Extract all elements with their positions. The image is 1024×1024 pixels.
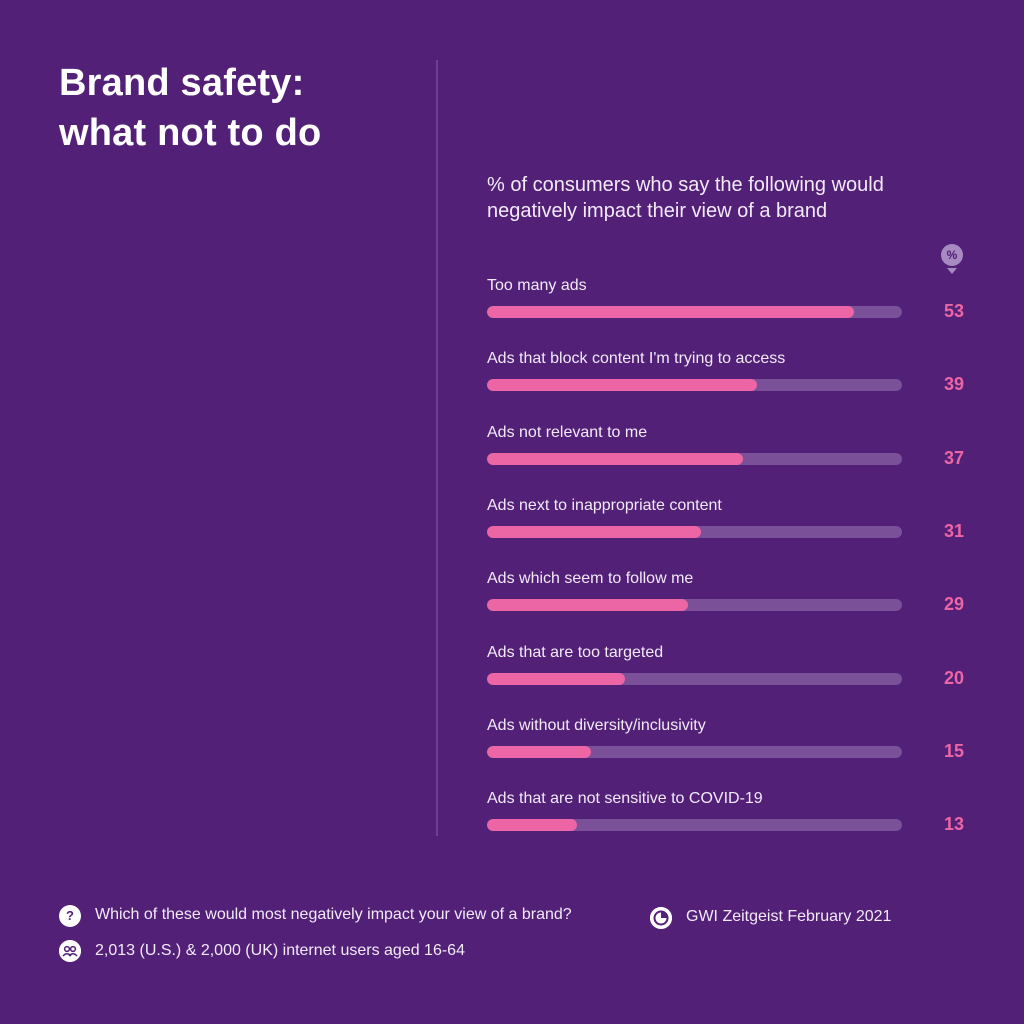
bar-value-label: 39 bbox=[943, 374, 964, 395]
bar bbox=[487, 525, 702, 538]
bar-track bbox=[487, 672, 902, 685]
chart-title: % of consumers who say the following wou… bbox=[487, 174, 884, 222]
bar-value-label: 15 bbox=[943, 740, 964, 761]
bar-track bbox=[487, 599, 902, 612]
percent-badge-caret bbox=[947, 268, 957, 274]
survey-question: Which of these would most negatively imp… bbox=[95, 906, 572, 923]
source-label: GWI Zeitgeist February 2021 bbox=[686, 908, 892, 925]
bar-value-label: 53 bbox=[943, 301, 964, 321]
bar-label: Ads that are not sensitive to COVID-19 bbox=[487, 790, 763, 808]
bar-track bbox=[487, 525, 902, 538]
bar-label: Ads that block content I'm trying to acc… bbox=[487, 350, 786, 368]
bar-label: Ads that are too targeted bbox=[487, 643, 664, 661]
people-icon bbox=[59, 940, 81, 962]
bar-value-label: 20 bbox=[943, 667, 964, 688]
bar bbox=[487, 306, 854, 318]
sample-description: 2,013 (U.S.) & 2,000 (UK) internet users… bbox=[95, 942, 465, 959]
bar-label: Ads which seem to follow me bbox=[487, 570, 694, 588]
gwi-logo-icon bbox=[650, 907, 672, 929]
bar-track bbox=[487, 745, 902, 758]
bar-value-label: 29 bbox=[943, 594, 964, 615]
bar bbox=[487, 819, 577, 832]
bar-track bbox=[487, 452, 902, 465]
bar-value-label: 13 bbox=[943, 814, 964, 835]
bar bbox=[487, 745, 591, 758]
bar-track bbox=[487, 306, 902, 318]
bar-value-label: 31 bbox=[943, 520, 964, 541]
question-icon: ? bbox=[59, 905, 81, 927]
bar bbox=[487, 672, 626, 685]
bar-track bbox=[487, 819, 902, 832]
page-title: Brand safety: what not to do bbox=[59, 58, 321, 158]
bar bbox=[487, 452, 743, 465]
bar bbox=[487, 379, 757, 392]
bar-value-label: 37 bbox=[943, 447, 964, 468]
percent-icon: % bbox=[941, 244, 963, 266]
bar bbox=[487, 599, 688, 612]
bar-label: Ads next to inappropriate content bbox=[487, 496, 722, 514]
bar-label: Ads without diversity/inclusivity bbox=[487, 716, 706, 734]
bar-label: Too many ads bbox=[487, 277, 587, 294]
vertical-divider bbox=[436, 60, 438, 836]
title-line-2: what not to do bbox=[59, 112, 322, 154]
bar-track bbox=[487, 379, 902, 392]
title-line-1: Brand safety: bbox=[59, 62, 305, 104]
bar-label: Ads not relevant to me bbox=[487, 423, 648, 441]
